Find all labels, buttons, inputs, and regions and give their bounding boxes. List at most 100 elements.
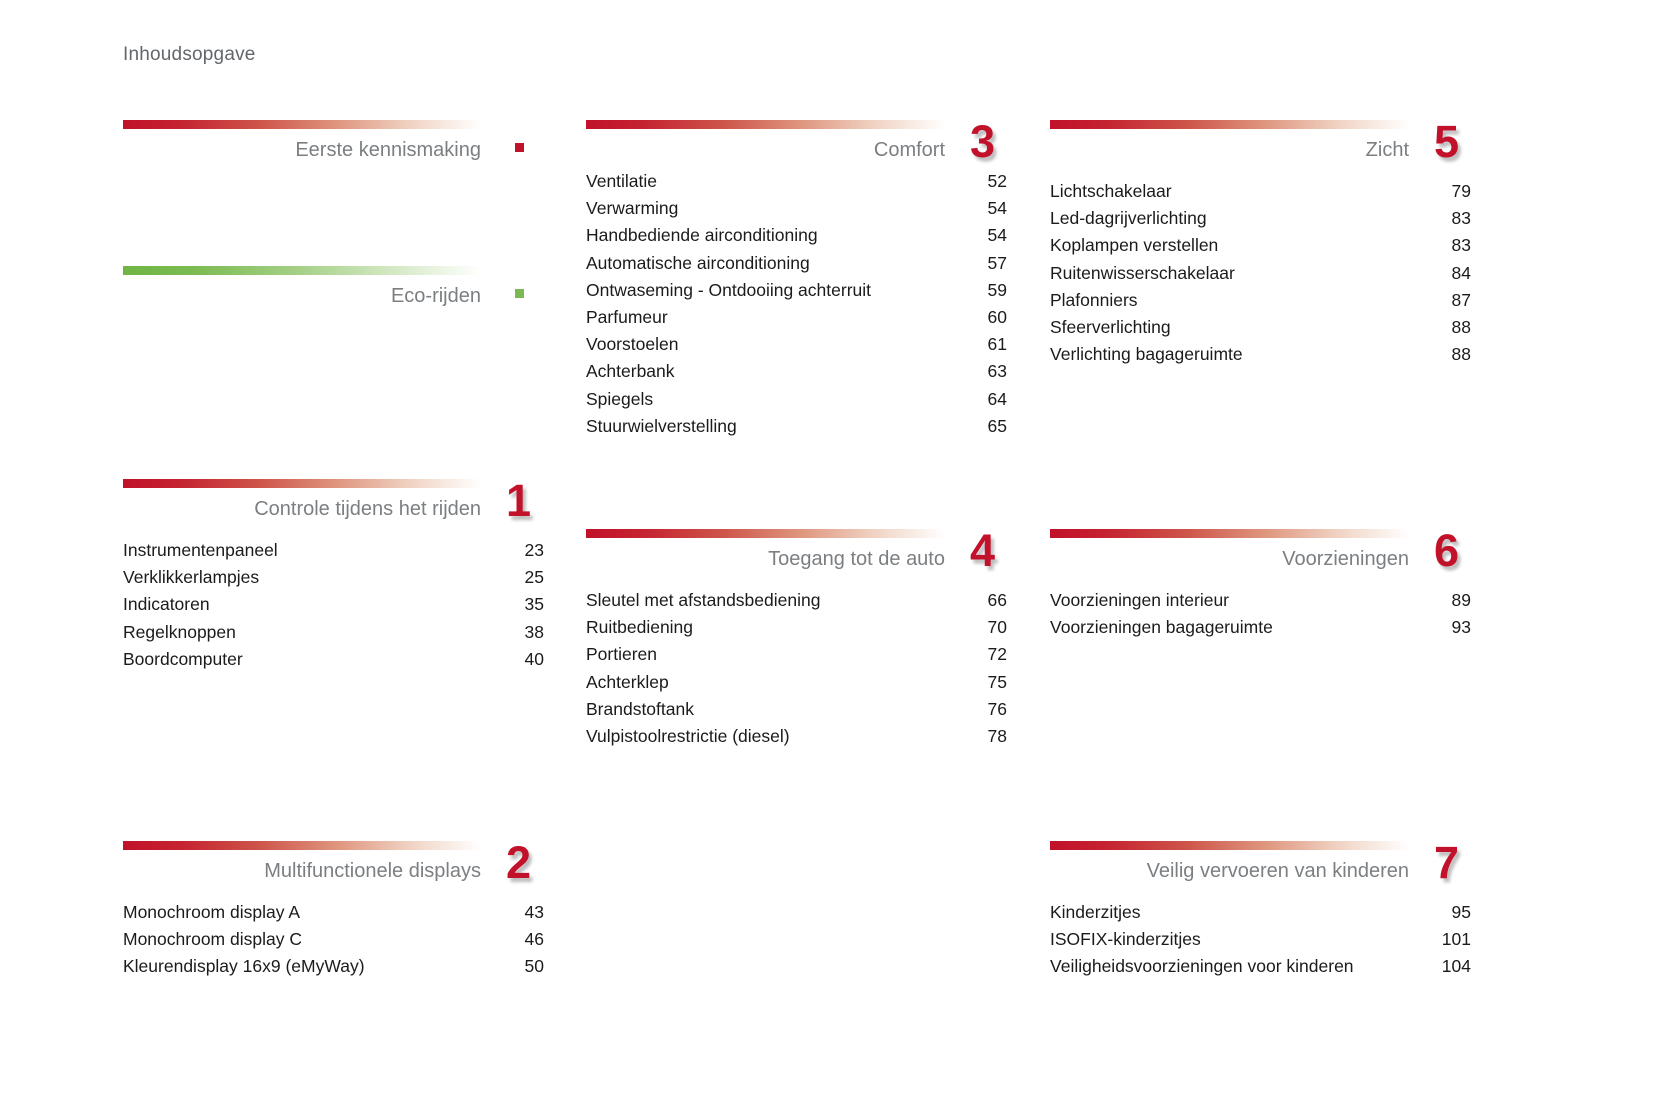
toc-entry-label: Achterklep: [586, 671, 669, 692]
section-eerste-kennismaking: Eerste kennismaking: [123, 120, 524, 162]
toc-entry: Led-dagrijverlichting 83: [1050, 205, 1471, 232]
section-gradient-bar: [123, 479, 481, 488]
section-number: 7: [1434, 837, 1460, 888]
red-square-marker: [515, 143, 524, 152]
toc-entry-page: 54: [987, 198, 1007, 219]
toc-entry: Achterbank 63: [586, 358, 1007, 385]
toc-entry-page: 54: [987, 225, 1007, 246]
toc-entry-label: Ruitbediening: [586, 617, 694, 638]
section-number: 2: [506, 837, 532, 888]
toc-entry-page: 72: [987, 644, 1007, 665]
toc-entry: Verwarming 54: [586, 195, 1007, 222]
toc-entry: Ruitbediening 70: [586, 614, 1007, 641]
toc-entry-page: 88: [1451, 344, 1471, 365]
section-title: Eco-rijden: [390, 285, 481, 307]
section-eco-rijden: Eco-rijden: [123, 266, 524, 308]
toc-entry-label: Lichtschakelaar: [1050, 181, 1172, 201]
toc-entry: Lichtschakelaar 79: [1050, 178, 1471, 205]
toc-entry: Parfumeur 60: [586, 304, 1007, 331]
section-number: 5: [1434, 116, 1460, 167]
toc-entry-page: 83: [1451, 208, 1471, 229]
toc-entry: Voorstoelen 61: [586, 331, 1007, 358]
toc-entry-label: Automatische airconditioning: [586, 252, 810, 273]
toc-entry-label: Kleurendisplay 16x9 (eMyWay): [123, 956, 365, 977]
toc-entry: Plafonniers 87: [1050, 287, 1471, 314]
toc-entry-page: 76: [987, 698, 1007, 719]
toc-entry: Stuurwielverstelling 65: [586, 413, 1007, 440]
toc-entry: Koplampen verstellen 83: [1050, 232, 1471, 259]
section-number: 6: [1434, 525, 1460, 576]
section-gradient-bar: [1050, 529, 1409, 538]
toc-entry-label: ISOFIX-kinderzitjes: [1050, 929, 1201, 950]
toc-entry-label: Plafonniers: [1050, 289, 1138, 310]
toc-entry-label: Monochroom display C: [123, 929, 302, 950]
toc-entry: Kleurendisplay 16x9 (eMyWay) 50: [123, 953, 544, 980]
toc-entry-page: 88: [1451, 317, 1471, 338]
toc-entry-label: Regelknoppen: [123, 621, 236, 642]
toc-entry-label: Veiligheidsvoorzieningen voor kinderen: [1050, 956, 1354, 977]
toc-entry-page: 95: [1451, 902, 1471, 922]
section-title: Eerste kennismaking: [295, 139, 481, 161]
toc-entry-page: 64: [987, 388, 1007, 409]
toc-entry-page: 59: [987, 279, 1007, 300]
toc-entry-label: Ruitenwisserschakelaar: [1050, 262, 1235, 283]
toc-entry: Instrumentenpaneel 23: [123, 537, 544, 564]
toc-entry-label: Kinderzitjes: [1050, 902, 1141, 922]
toc-entry-label: Voorzieningen interieur: [1050, 590, 1230, 610]
toc-entry-page: 65: [987, 415, 1007, 436]
section-number: 3: [970, 116, 996, 167]
toc-entry-label: Stuurwielverstelling: [586, 415, 737, 436]
toc-entry-label: Instrumentenpaneel: [123, 540, 278, 560]
toc-entry: Vulpistoolrestrictie (diesel) 78: [586, 723, 1007, 750]
toc-entry-page: 46: [524, 929, 544, 950]
toc-entry-page: 50: [524, 956, 544, 977]
section-number: 4: [970, 525, 996, 576]
section-title: Toegang tot de auto: [768, 548, 945, 570]
toc-entry-list: Kinderzitjes 95 ISOFIX-kinderzitjes 101 Ve…: [1050, 899, 1471, 981]
page-title: Inhoudsopgave: [123, 44, 256, 65]
toc-entry-page: 66: [987, 590, 1007, 610]
toc-entry: Regelknoppen 38: [123, 619, 544, 646]
toc-entry-page: 84: [1451, 262, 1471, 283]
toc-entry-page: 57: [987, 252, 1007, 273]
toc-entry: Kinderzitjes 95: [1050, 899, 1471, 926]
section-gradient-bar: [123, 120, 481, 129]
section-gradient-bar: [586, 120, 945, 129]
toc-entry-page: 79: [1451, 181, 1471, 201]
toc-entry-label: Voorstoelen: [586, 334, 679, 355]
toc-entry: Portieren 72: [586, 641, 1007, 668]
toc-entry-page: 40: [524, 648, 544, 669]
section-gradient-bar: [1050, 841, 1409, 850]
toc-entry-label: Vulpistoolrestrictie (diesel): [586, 726, 790, 747]
toc-entry-label: Brandstoftank: [586, 698, 694, 719]
section-title: Multifunctionele displays: [264, 860, 481, 882]
toc-entry-page: 52: [987, 171, 1007, 191]
toc-entry: Indicatoren 35: [123, 591, 544, 618]
section-title: Controle tijdens het rijden: [254, 498, 481, 520]
toc-entry-page: 35: [524, 594, 544, 615]
toc-entry: Sleutel met afstandsbediening 66: [586, 587, 1007, 614]
toc-entry: Voorzieningen interieur 89: [1050, 587, 1471, 614]
toc-entry-label: Portieren: [586, 644, 658, 665]
toc-entry-label: Parfumeur: [586, 307, 668, 328]
toc-entry-page: 75: [987, 671, 1007, 692]
toc-entry-list: Monochroom display A 43 Monochroom displa…: [123, 899, 544, 981]
toc-entry: Sfeerverlichting 88: [1050, 314, 1471, 341]
section-title: Veilig vervoeren van kinderen: [1146, 860, 1409, 882]
toc-entry: Brandstoftank 76: [586, 696, 1007, 723]
section-comfort: Comfort 3 Ventilatie 52 Verwarming 54 Hand…: [586, 119, 1007, 440]
toc-entry: Boordcomputer 40: [123, 646, 544, 673]
section-gradient-bar: [586, 529, 945, 538]
toc-entry-list: Ventilatie 52 Verwarming 54 Handbediende a…: [586, 168, 1007, 440]
toc-entry-page: 63: [987, 361, 1007, 382]
toc-entry-list: Instrumentenpaneel 23 Verklikkerlampjes 25…: [123, 537, 544, 673]
toc-entry-label: Sfeerverlichting: [1050, 317, 1171, 338]
toc-entry-page: 83: [1451, 235, 1471, 256]
toc-entry: Handbediende airconditioning 54: [586, 222, 1007, 249]
toc-entry-list: Voorzieningen interieur 89 Voorzieningen …: [1050, 587, 1471, 641]
toc-entry-label: Ventilatie: [586, 171, 658, 191]
toc-entry-label: Achterbank: [586, 361, 675, 382]
toc-entry-label: Monochroom display A: [123, 902, 301, 922]
toc-entry: Veiligheidsvoorzieningen voor kinderen 10…: [1050, 953, 1471, 980]
section-toegang-tot-de-auto: Toegang tot de auto 4 Sleutel met afstan…: [586, 528, 1007, 750]
